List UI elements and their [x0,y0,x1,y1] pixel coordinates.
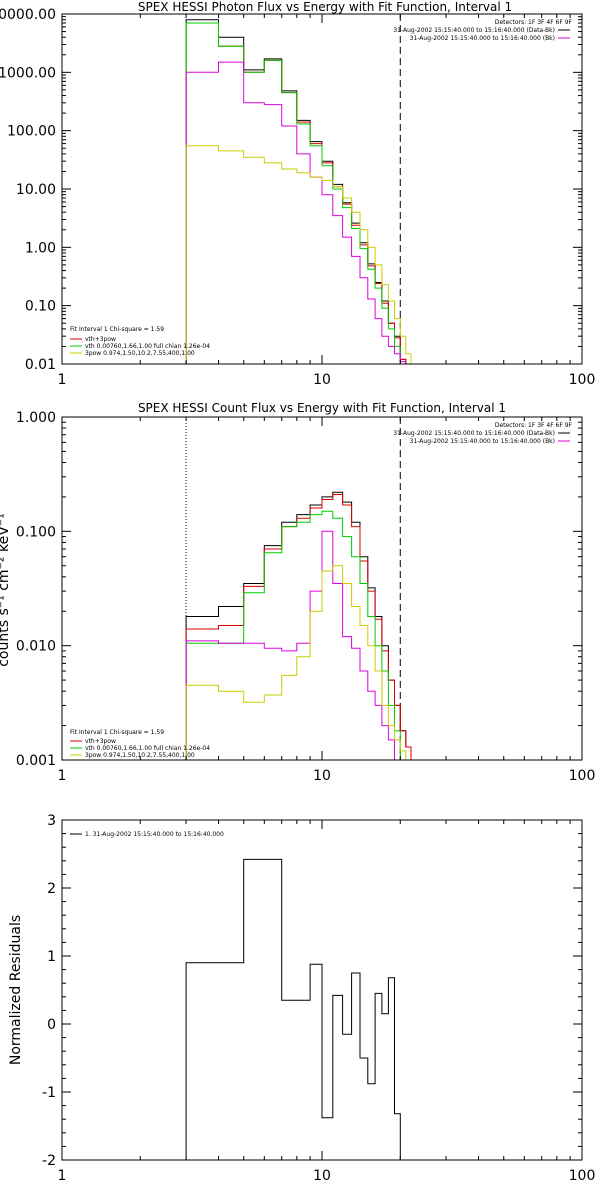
residuals-axis-ticks: -2 -1 0 1 2 3 1 10 100 [42,813,595,1184]
fit-legend-text: vth+3pow [85,336,116,343]
residuals-y-axis-label: Normalized Residuals [8,915,24,1065]
photon-flux-info-data-interval: 31-Aug-2002 15:15:40.000 to 15:16:40.000… [393,27,555,34]
photon-flux-series [185,14,431,364]
y-tick-label: 1.00 [25,240,56,256]
x-tick-label: 100 [569,372,596,388]
y-tick-label: 0.10 [25,299,56,315]
background-histogram [185,530,431,760]
x-tick-label: 100 [569,1168,596,1184]
residuals-legend-text: 1. 31-Aug-2002 15:15:40.000 to 15:16:40.… [85,831,224,838]
fit-legend-text: vth 0.00760,1.66,1.00 full chian 1.26e-0… [85,745,210,752]
fit-legend-text: vth+3pow [85,738,116,745]
count-flux-info-detectors: Detectors: 1F 3F 4F 6F 9F [495,422,573,429]
photon-flux-panel: SPEX HESSI Photon Flux vs Energy with Fi… [0,0,595,388]
count-flux-panel: SPEX HESSI Count Flux vs Energy with Fit… [0,401,595,784]
data-minus-background-histogram [185,491,431,760]
y-tick-label: 0.01 [25,357,56,373]
y-tick-label: -2 [42,1153,56,1169]
photon-flux-axis-ticks: 0.01 0.10 1.00 10.00 100.00 1000.00 10000.00 1 1… [0,7,595,388]
y-tick-label: 100.00 [7,124,56,140]
photon-flux-title: SPEX HESSI Photon Flux vs Energy with Fi… [138,0,512,14]
y-tick-label: 1.000 [16,410,56,426]
photon-flux-fit-header: Fit Interval 1 Chi-square = 1.59 [70,326,164,333]
fit-legend-text: 3pow 0.974,1.50,10.2,7.55,400,1.00 [85,752,195,759]
x-tick-label: 1 [58,372,67,388]
x-tick-label: 10 [313,372,331,388]
count-flux-y-axis-label: counts s⁻¹ cm⁻² keV⁻¹ [0,513,12,667]
x-tick-label: 10 [313,1168,331,1184]
count-flux-fit-legend-3: 3pow 0.974,1.50,10.2,7.55,400,1.00 [70,752,195,759]
fit-vth-histogram [185,22,431,364]
photon-flux-info-detectors: Detectors: 1F 3F 4F 6F 9F [495,19,573,26]
count-flux-axis-ticks: 0.001 0.010 0.100 1.000 1 10 100 [16,410,595,784]
photon-flux-fit-legend-2: vth 0.00760,1.66,1.00 full chian 1.26e-0… [70,343,210,350]
fit-legend-text: vth 0.00760,1.66,1.00 full chian 1.26e-0… [85,343,210,350]
data-minus-background-histogram [185,19,431,364]
count-flux-fit-legend-2: vth 0.00760,1.66,1.00 full chian 1.26e-0… [70,745,210,752]
y-tick-label: 0.100 [16,524,56,540]
y-tick-label: 0.001 [16,753,56,769]
photon-flux-fit-legend-3: 3pow 0.974,1.50,10.2,7.55,400,1.00 [70,350,195,357]
fit-3pow-histogram [185,565,431,760]
count-flux-info-bk-interval: 31-Aug-2002 15:15:40.000 to 15:16:40.000… [410,438,555,445]
x-tick-label: 100 [569,768,596,784]
fit-3pow-histogram [185,145,431,364]
y-tick-label: 1 [47,949,56,965]
y-tick-label: 0.010 [16,639,56,655]
y-tick-label: 10000.00 [0,7,56,23]
x-tick-label: 1 [58,768,67,784]
count-flux-series [185,417,431,760]
fit-total-histogram [185,494,431,760]
x-tick-label: 1 [58,1168,67,1184]
fit-legend-text: 3pow 0.974,1.50,10.2,7.55,400,1.00 [85,350,195,357]
fit-vth-histogram [185,510,431,760]
x-tick-label: 10 [313,768,331,784]
fit-total-histogram [185,22,431,364]
y-tick-label: 0 [47,1017,56,1033]
y-tick-label: 3 [47,813,56,829]
y-tick-label: 10.00 [16,182,56,198]
count-flux-fit-header: Fit Interval 1 Chi-square = 1.59 [70,729,164,736]
y-tick-label: 1000.00 [0,65,56,81]
residuals-series [185,858,401,1160]
count-flux-title: SPEX HESSI Count Flux vs Energy with Fit… [138,401,506,415]
photon-flux-fit-legend-1: vth+3pow [70,336,116,343]
y-tick-label: 2 [47,881,56,897]
photon-flux-info-bk-interval: 31-Aug-2002 15:15:40.000 to 15:16:40.000… [410,35,555,42]
y-tick-label: -1 [42,1085,56,1101]
background-histogram [185,61,431,364]
residuals-panel: Normalized Residuals -2 -1 0 1 2 3 1 10 100 1. 3… [8,813,595,1184]
count-flux-info-data-interval: 31-Aug-2002 15:15:40.000 to 15:16:40.000… [393,430,555,437]
count-flux-fit-legend-1: vth+3pow [70,738,116,745]
residuals-histogram [185,858,401,1160]
